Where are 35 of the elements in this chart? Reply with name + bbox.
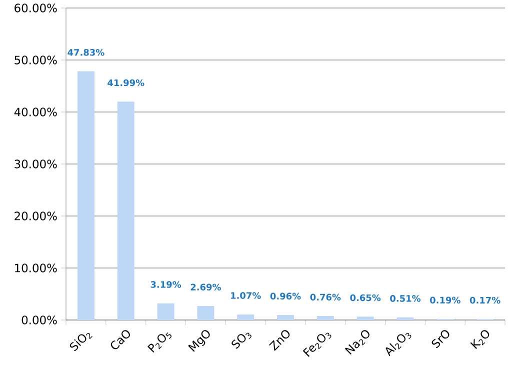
x-tick-label: SiO$_{2}$ xyxy=(70,332,92,352)
data-label: 2.69% xyxy=(190,284,221,290)
bar xyxy=(396,317,414,320)
y-tick-label: 10.00% xyxy=(15,264,57,272)
data-label: 3.19% xyxy=(150,281,182,288)
y-tick-label: 60.00% xyxy=(14,4,57,12)
bar xyxy=(117,102,134,320)
bar xyxy=(316,316,334,320)
bar xyxy=(356,316,374,320)
y-tick-label: 30.00% xyxy=(14,160,57,168)
x-tick-label: SO$_{3}$ xyxy=(232,332,252,349)
y-tick-label: 50.00% xyxy=(14,56,57,64)
data-label: 0.65% xyxy=(350,294,381,302)
y-tick-label: 20.00% xyxy=(14,212,57,220)
data-label: 0.51% xyxy=(390,295,421,302)
bar xyxy=(197,306,214,320)
data-label: 41.99% xyxy=(108,79,144,86)
data-label: 1.07% xyxy=(231,292,261,299)
bar xyxy=(77,71,94,320)
data-label: 0.76% xyxy=(310,294,341,301)
y-tick-label: 40.00% xyxy=(14,108,57,116)
data-label: 47.83% xyxy=(68,48,104,56)
data-label: 0.19% xyxy=(430,296,460,304)
x-tick-label: Fe$_{2}$O$_{3}$ xyxy=(302,332,332,357)
y-tick-label: 0.00% xyxy=(22,316,57,324)
x-tick-label: SrO xyxy=(432,330,450,348)
bar xyxy=(237,314,254,320)
bar xyxy=(157,303,174,320)
data-label: 0.17% xyxy=(470,296,500,304)
x-tick-label: K$_{2}$O xyxy=(470,330,490,349)
x-tick-label: P$_{2}$O$_{5}$ xyxy=(147,332,172,352)
x-tick-label: Al$_{2}$O$_{3}$ xyxy=(386,332,412,356)
x-tick-label: Na$_{2}$O xyxy=(344,330,370,355)
data-label: 0.96% xyxy=(270,292,301,300)
bar xyxy=(277,315,294,320)
